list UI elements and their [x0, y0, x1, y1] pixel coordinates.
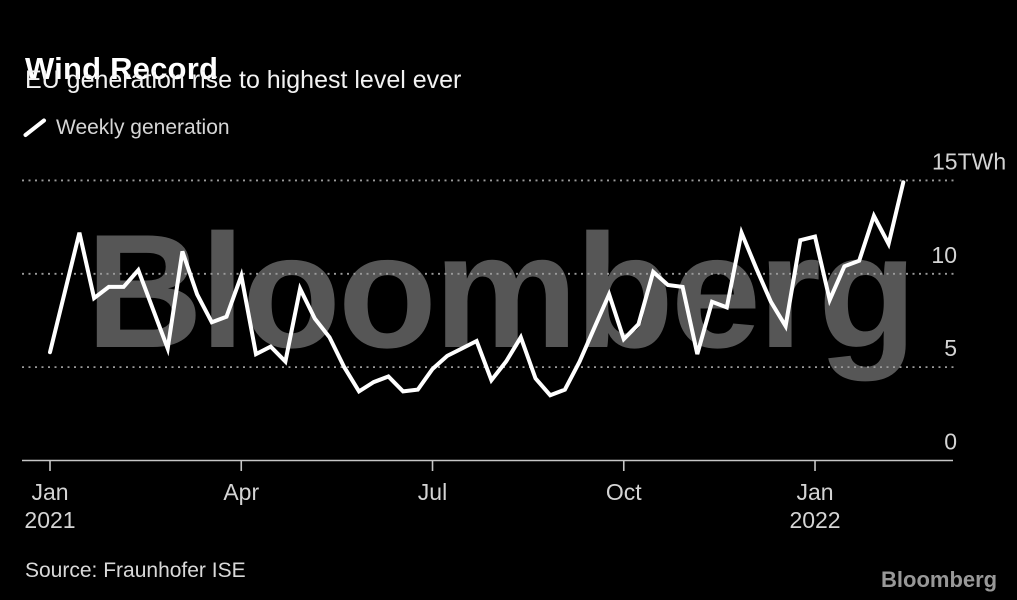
chart-subtitle: EU generation rise to highest level ever — [25, 66, 462, 94]
bloomberg-watermark: Bloomberg — [86, 201, 914, 382]
gridlines — [22, 179, 956, 462]
line-marker-icon — [23, 118, 46, 137]
chart-title: Wind Record — [25, 50, 219, 86]
svg-text:15TWh: 15TWh — [932, 148, 1006, 174]
bloomberg-logo: Bloomberg — [881, 567, 998, 592]
svg-text:10: 10 — [931, 242, 957, 268]
weekly-generation-line — [48, 180, 906, 398]
svg-text:5: 5 — [944, 335, 957, 361]
legend: Weekly generation — [23, 116, 230, 140]
svg-text:Jul: Jul — [418, 479, 447, 505]
svg-text:0: 0 — [944, 429, 957, 455]
svg-text:Oct: Oct — [606, 479, 642, 505]
y-axis-labels: 15TWh 10 5 0 — [931, 148, 1006, 454]
svg-text:2022: 2022 — [789, 507, 840, 533]
svg-text:2021: 2021 — [24, 507, 75, 533]
svg-text:Jan: Jan — [796, 479, 833, 505]
svg-text:Apr: Apr — [223, 479, 259, 505]
source-text: Source: Fraunhofer ISE — [25, 559, 246, 582]
svg-text:Jan: Jan — [31, 479, 68, 505]
legend-label: Weekly generation — [56, 116, 230, 139]
